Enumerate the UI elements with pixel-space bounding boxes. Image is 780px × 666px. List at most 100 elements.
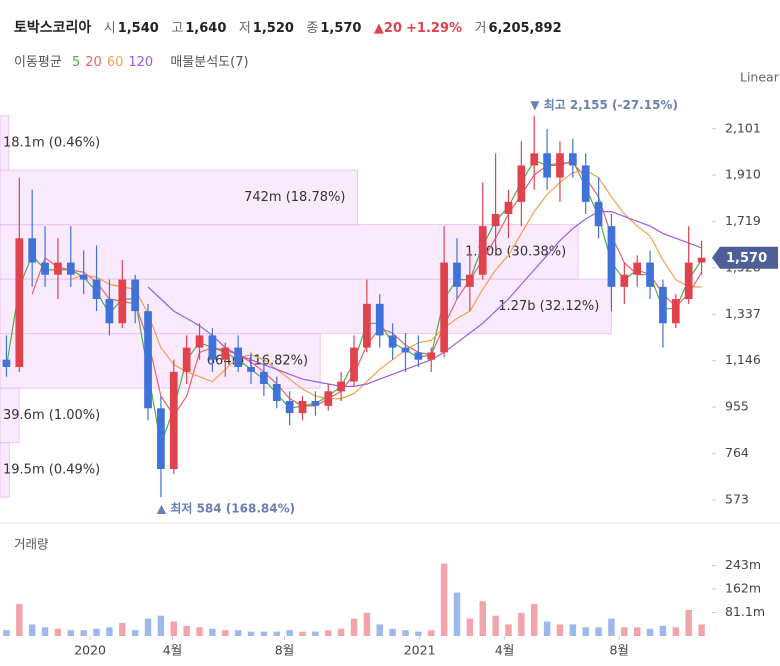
volume-bar bbox=[633, 627, 641, 636]
volume-profile-label: 1.27b (32.12%) bbox=[498, 299, 599, 314]
volume-bar bbox=[646, 628, 654, 636]
legend: 이동평균 5 20 60 120 매물분석도(7) bbox=[14, 51, 249, 70]
candle-body bbox=[478, 226, 487, 275]
legend-item: 120 bbox=[128, 55, 154, 70]
candle-body bbox=[401, 347, 410, 353]
volume-profile-label: 39.6m (1.00%) bbox=[3, 408, 100, 423]
candle-body bbox=[620, 274, 629, 287]
y-tick-label: 1,910 bbox=[725, 167, 761, 182]
volume-bar bbox=[698, 624, 705, 636]
candle-body bbox=[221, 347, 230, 360]
volume-profile-bar bbox=[0, 115, 10, 171]
volume-profile-label: 742m (18.78%) bbox=[244, 190, 345, 205]
volume-bar bbox=[672, 627, 680, 636]
candle-body bbox=[195, 335, 204, 348]
candle-body bbox=[41, 262, 49, 275]
volume-key: 거 bbox=[474, 21, 487, 36]
volume-bar bbox=[543, 621, 551, 636]
candle-body bbox=[247, 367, 255, 372]
candle-body bbox=[66, 262, 75, 275]
y-tick-label: 955 bbox=[725, 399, 749, 414]
volume-bar bbox=[492, 615, 499, 636]
volume-bar bbox=[350, 618, 358, 636]
candle-body bbox=[684, 262, 693, 299]
quote-key: 고 bbox=[171, 21, 184, 36]
volume-title: 거래량 bbox=[14, 537, 49, 552]
candle-body bbox=[504, 201, 513, 214]
volume-bar bbox=[131, 630, 139, 636]
moving-average-line bbox=[70, 169, 702, 400]
volume-bar bbox=[389, 628, 396, 636]
candle-body bbox=[144, 311, 152, 409]
change-pct: +1.29% bbox=[406, 21, 463, 36]
volume-bar bbox=[196, 627, 203, 636]
volume-profile-bar bbox=[0, 169, 358, 226]
candle-body bbox=[2, 359, 11, 367]
legend-items: 5 20 60 120 bbox=[72, 55, 158, 70]
legend-title: 이동평균 bbox=[14, 55, 62, 70]
profile-title: 매물분석도(7) bbox=[170, 55, 249, 70]
volume-bar bbox=[518, 612, 525, 636]
candle-body bbox=[568, 153, 577, 166]
volume-bar bbox=[556, 624, 564, 636]
y-tick-label: 1,337 bbox=[725, 306, 761, 321]
candle-body bbox=[182, 347, 191, 372]
volume-bar bbox=[3, 630, 10, 636]
volume-bar bbox=[80, 630, 87, 636]
candle-body bbox=[105, 299, 114, 324]
volume-bar bbox=[93, 628, 100, 636]
candle-body bbox=[272, 384, 281, 401]
volume-profile-label: 664m (16.82%) bbox=[207, 353, 308, 368]
volume-bar bbox=[415, 631, 422, 636]
volume-bar bbox=[453, 592, 461, 636]
candle-body bbox=[607, 226, 616, 287]
volume-bar bbox=[402, 630, 409, 636]
legend-item: 20 bbox=[85, 55, 102, 70]
volume-value: 6,205,892 bbox=[488, 21, 562, 36]
candle-body bbox=[427, 352, 436, 360]
candle-body bbox=[646, 262, 654, 287]
candle-body bbox=[208, 335, 217, 360]
candle-body bbox=[491, 214, 500, 227]
quote-header: 토박스코리아 시 1,540 고 1,640 저 1,520 종 1,570 ▲20 +1… bbox=[14, 17, 570, 37]
candle-body bbox=[324, 391, 333, 406]
volume-profile-label: 19.5m (0.49%) bbox=[3, 462, 100, 477]
candle-body bbox=[375, 303, 384, 336]
candle-body bbox=[556, 153, 564, 178]
candle-body bbox=[388, 335, 397, 348]
volume-bar bbox=[440, 563, 448, 636]
x-tick-label: 4월 bbox=[163, 643, 182, 658]
y-tick-label: 2,101 bbox=[725, 120, 761, 135]
quote-value: 1,640 bbox=[185, 21, 227, 36]
volume-bar bbox=[376, 624, 383, 636]
candle-body bbox=[298, 401, 307, 414]
volume-bar bbox=[260, 631, 268, 636]
volume-bar bbox=[466, 618, 474, 636]
y-tick-label: 1,719 bbox=[725, 213, 761, 228]
volume-bar bbox=[621, 627, 628, 636]
volume-bar bbox=[222, 630, 229, 636]
legend-item: 60 bbox=[106, 55, 124, 70]
x-tick-label: 4월 bbox=[495, 643, 514, 658]
candle-body bbox=[28, 238, 37, 263]
candle-body bbox=[594, 201, 603, 227]
volume-bar bbox=[286, 630, 293, 636]
candle-body bbox=[633, 262, 642, 275]
volume-bar bbox=[595, 627, 602, 636]
volume-bar bbox=[299, 631, 306, 636]
quote-value: 1,520 bbox=[252, 21, 294, 36]
candle-body bbox=[169, 371, 178, 469]
volume-bar bbox=[234, 630, 242, 636]
volume-bar bbox=[119, 622, 126, 636]
volume-bar bbox=[247, 631, 255, 636]
volume-tick-label: 162m bbox=[725, 581, 761, 596]
volume-bar bbox=[505, 624, 512, 636]
volume-tick-label: 81.1m bbox=[725, 604, 765, 619]
candle-body bbox=[157, 408, 165, 469]
volume-bar bbox=[685, 609, 692, 636]
last-price-tag bbox=[712, 246, 778, 269]
quote-value: 1,540 bbox=[117, 21, 159, 36]
volume-bar bbox=[428, 630, 435, 636]
volume-bar bbox=[479, 601, 486, 636]
volume-bar bbox=[16, 604, 23, 636]
